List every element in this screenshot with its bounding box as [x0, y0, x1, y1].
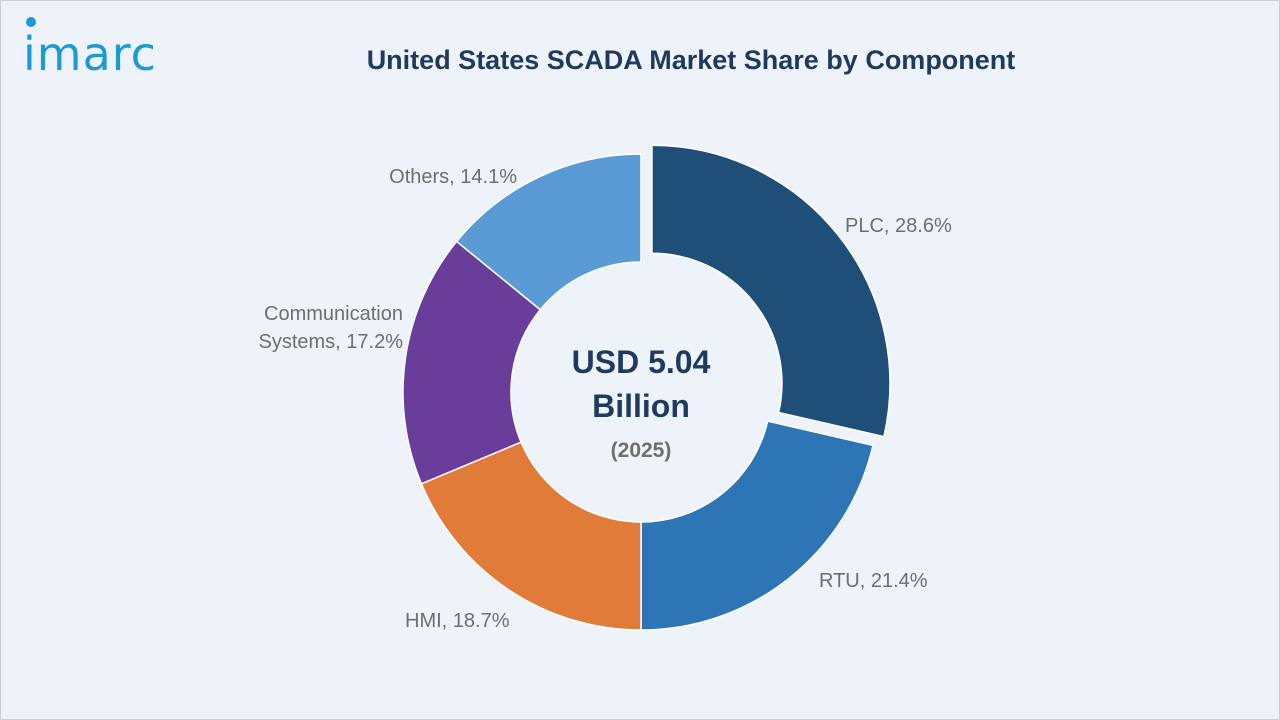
slice-hmi: [420, 441, 642, 631]
slice-label-others: Others, 14.1%: [389, 166, 517, 188]
chart-title: United States SCADA Market Share by Comp…: [366, 45, 1016, 75]
slice-label-plc: PLC, 28.6%: [845, 215, 952, 237]
slice-others: [455, 153, 642, 311]
center-year: (2025): [611, 439, 672, 462]
center-unit: Billion: [592, 388, 690, 424]
donut-slices: [402, 144, 891, 631]
slice-plc: [651, 144, 891, 438]
slice-rtu: [640, 420, 874, 631]
slice-label-hmi: HMI, 18.7%: [405, 610, 510, 632]
slice-label-communication-line2: Systems, 17.2%: [258, 331, 403, 353]
slice-label-rtu: RTU, 21.4%: [819, 570, 928, 592]
logo-dot: [26, 17, 36, 27]
imarc-logo: imarc: [23, 27, 157, 81]
center-value: USD 5.04: [572, 344, 711, 380]
slice-communication-systems: [402, 240, 542, 485]
slice-label-communication-line1: Communication: [264, 303, 403, 325]
